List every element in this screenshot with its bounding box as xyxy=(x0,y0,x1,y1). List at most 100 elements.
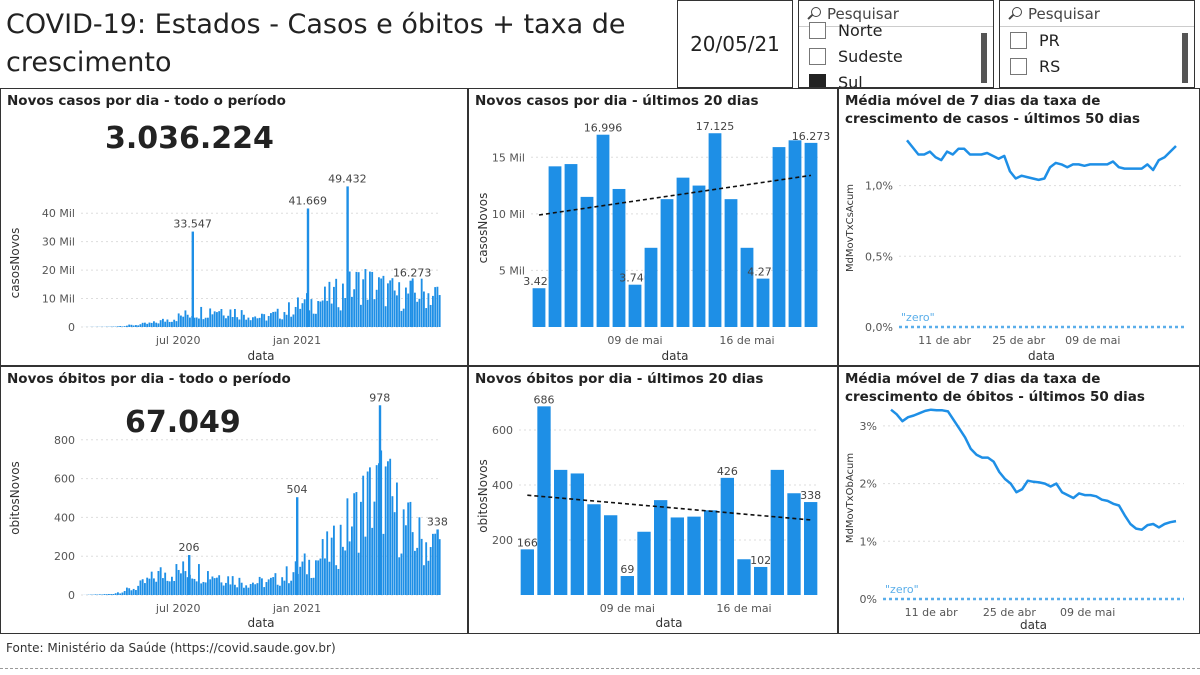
bar xyxy=(166,580,169,595)
bar xyxy=(108,594,110,595)
bar xyxy=(137,325,140,327)
bar xyxy=(434,533,437,595)
bar xyxy=(580,196,594,327)
region-item-label: Norte xyxy=(838,20,883,40)
bar xyxy=(126,325,128,327)
bar xyxy=(310,577,313,595)
bar xyxy=(740,247,754,327)
bar xyxy=(261,313,263,327)
checkbox[interactable] xyxy=(809,47,826,65)
state-search[interactable]: Pesquisar xyxy=(1000,1,1194,27)
y-axis-label: casosNovos xyxy=(476,193,490,264)
bar xyxy=(119,326,122,327)
bar xyxy=(135,590,137,595)
x-tick-label: jul 2020 xyxy=(155,602,201,615)
checkbox-checked[interactable] xyxy=(809,73,826,87)
state-item-rs[interactable]: RS xyxy=(1000,53,1194,79)
bar xyxy=(294,306,297,327)
bar xyxy=(364,536,367,595)
y-tick-label: 0% xyxy=(860,593,877,606)
bar xyxy=(425,308,428,327)
region-search[interactable]: Pesquisar xyxy=(799,1,993,27)
bar xyxy=(676,177,690,327)
region-item-sudeste[interactable]: Sudeste xyxy=(799,43,993,69)
x-tick-label: 09 de mai xyxy=(607,334,662,347)
bar xyxy=(236,587,239,595)
search-icon xyxy=(1008,6,1022,21)
bar xyxy=(130,324,133,327)
bar xyxy=(387,461,389,595)
bar xyxy=(285,566,288,595)
bar xyxy=(432,295,434,327)
data-label: 978 xyxy=(369,391,390,404)
region-item-norte[interactable]: Norte xyxy=(799,17,993,43)
bar xyxy=(123,326,126,327)
bar xyxy=(337,568,340,595)
bar-peak xyxy=(296,497,299,595)
bar xyxy=(198,318,200,327)
y-axis-label: obitosNovos xyxy=(8,461,22,535)
bar xyxy=(211,576,214,595)
chart-deaths-all: 0 200 400 600 800 data obitosNovos 206 504 978 338… xyxy=(8,391,448,630)
bar xyxy=(324,558,326,595)
bar xyxy=(117,326,119,327)
bar xyxy=(423,565,425,595)
bar xyxy=(375,465,378,595)
bar xyxy=(398,282,401,327)
panel-deaths-20: Novos óbitos por dia - últimos 20 dias 2… xyxy=(468,366,838,634)
bar xyxy=(234,308,236,327)
bar xyxy=(804,142,818,327)
bar xyxy=(229,309,232,327)
bar xyxy=(157,323,160,327)
bar xyxy=(423,291,425,327)
region-scrollbar[interactable] xyxy=(981,33,987,83)
bar xyxy=(301,561,304,595)
bar xyxy=(222,585,225,595)
bar xyxy=(337,307,340,327)
bar xyxy=(754,566,768,595)
bar xyxy=(637,531,651,595)
bar-peak xyxy=(188,555,191,595)
bar xyxy=(186,314,189,327)
checkbox[interactable] xyxy=(1010,57,1027,75)
bar xyxy=(247,587,250,595)
region-slicer[interactable]: Pesquisar Norte Sudeste Sul xyxy=(798,0,994,88)
checkbox[interactable] xyxy=(809,21,826,39)
data-label: 504 xyxy=(287,483,308,496)
bar xyxy=(220,582,223,595)
bar xyxy=(324,286,326,327)
bar xyxy=(290,580,293,595)
state-scrollbar[interactable] xyxy=(1182,33,1188,83)
bar xyxy=(281,577,284,595)
bar xyxy=(171,321,173,327)
state-item-label: RS xyxy=(1039,56,1061,76)
bar xyxy=(321,539,324,595)
data-label: 49.432 xyxy=(328,172,367,185)
bar xyxy=(213,311,216,327)
state-item-pr[interactable]: PR xyxy=(1000,27,1194,53)
bar xyxy=(101,594,104,595)
panel-deaths-all: Novos óbitos por dia - todo o período 0 2… xyxy=(0,366,468,634)
bar xyxy=(168,321,171,327)
checkbox[interactable] xyxy=(1010,31,1027,49)
bar xyxy=(180,573,182,595)
region-item-sul[interactable]: Sul xyxy=(799,69,993,87)
bar xyxy=(162,318,164,327)
bar xyxy=(409,501,412,595)
bar xyxy=(164,321,167,327)
x-axis-label: data xyxy=(1020,618,1047,632)
bar xyxy=(288,583,290,595)
bar xyxy=(130,590,133,595)
bar xyxy=(132,325,135,327)
bar xyxy=(146,323,149,327)
bar xyxy=(202,319,205,327)
bar xyxy=(587,504,601,595)
bar xyxy=(369,467,371,595)
bar xyxy=(144,322,146,327)
source-footer: Fonte: Ministério da Saúde (https://covi… xyxy=(6,641,336,655)
bar xyxy=(153,321,155,327)
bar xyxy=(384,306,387,327)
bar xyxy=(346,498,349,595)
state-slicer[interactable]: Pesquisar PR RS xyxy=(999,0,1195,88)
bar xyxy=(173,580,176,595)
